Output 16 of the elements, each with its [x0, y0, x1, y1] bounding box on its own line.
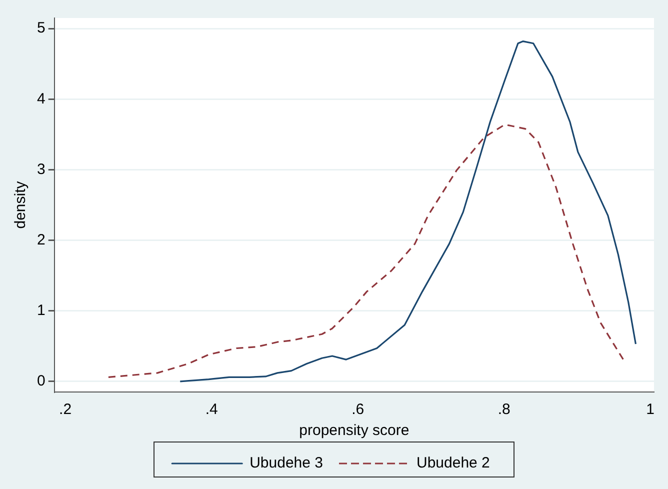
y-tick-label: 4: [37, 90, 46, 108]
x-tick-label: .6: [352, 401, 364, 418]
x-axis-title: propensity score: [299, 422, 410, 440]
x-tick-label: .4: [205, 401, 218, 418]
y-tick-label: 1: [37, 302, 46, 319]
legend-label: Ubudehe 3: [250, 454, 324, 472]
y-tick-label: 2: [37, 231, 46, 248]
x-tick-label: .8: [498, 401, 510, 418]
y-tick-label: 0: [37, 372, 46, 390]
line-series: [108, 124, 624, 378]
y-axis-title: density: [12, 180, 30, 229]
x-tick-label: 1: [646, 401, 655, 418]
legend-label: Ubudehe 2: [416, 454, 490, 472]
y-tick-label: 3: [37, 160, 46, 178]
y-tick-label: 5: [37, 20, 46, 37]
x-tick-label: .2: [59, 401, 72, 418]
